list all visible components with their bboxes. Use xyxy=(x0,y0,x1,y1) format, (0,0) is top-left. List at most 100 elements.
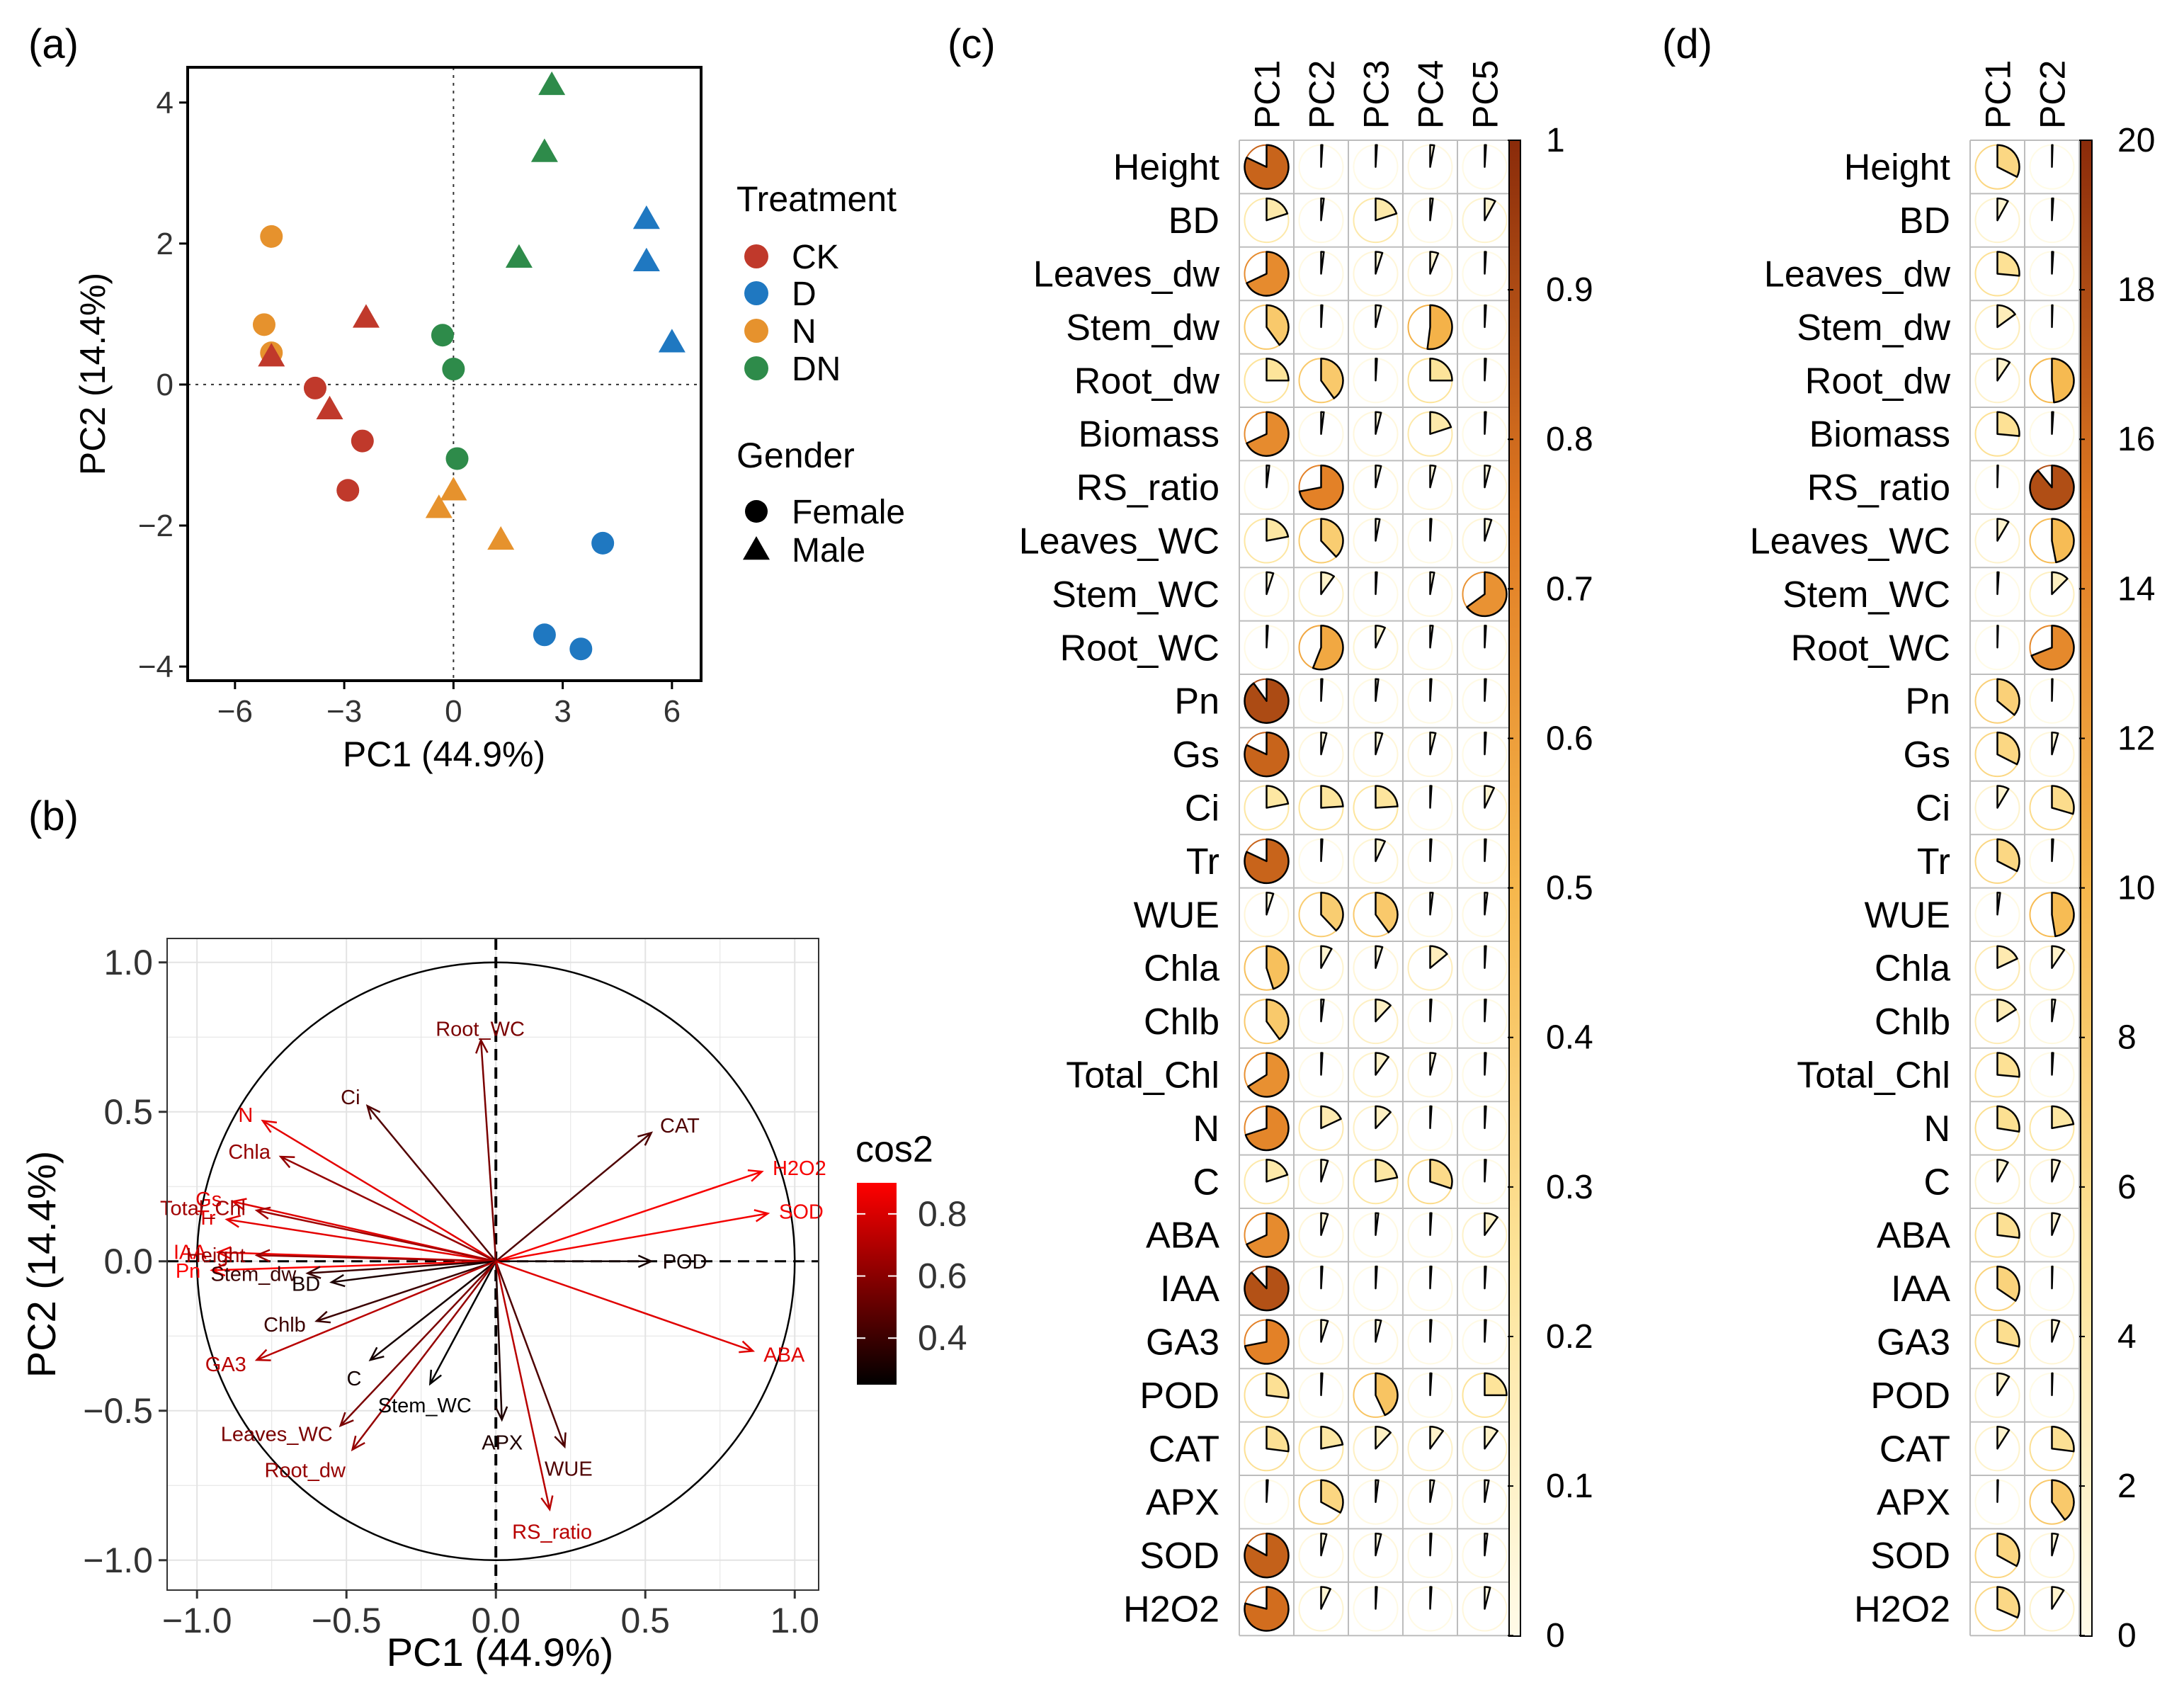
row-label-ci: Ci xyxy=(1916,788,1950,829)
pie-slice-iaa-pc2 xyxy=(2051,1265,2054,1290)
pie-slice-bd-pc3 xyxy=(1375,197,1398,222)
pie-slice-ci-pc5 xyxy=(1484,785,1495,809)
row-label-tr: Tr xyxy=(1917,841,1950,883)
variable-arrows xyxy=(210,1038,770,1512)
arrow-wue xyxy=(495,1261,566,1447)
pie-slice-chlb-pc1 xyxy=(1996,998,2017,1023)
pie-slice-height-pc1 xyxy=(1996,144,2020,178)
pie-slice-aba-pc2 xyxy=(2051,1212,2061,1236)
row-label-c: C xyxy=(1193,1162,1219,1203)
legend-key-ck xyxy=(744,244,768,268)
pie-slice-total-chl-pc2 xyxy=(1320,1052,1324,1076)
row-label-root-wc: Root_WC xyxy=(1060,628,1219,669)
arrow-label-bd: BD xyxy=(292,1273,320,1295)
point-d-female-20 xyxy=(569,637,593,661)
pie-slice-iaa-pc5 xyxy=(1484,1265,1487,1290)
arrow-label-c: C xyxy=(346,1368,361,1390)
pie-slice-aba-pc4 xyxy=(1429,1212,1433,1236)
pie-slice-cat-pc1 xyxy=(1996,1426,2010,1450)
pie-slice-chla-pc2 xyxy=(2051,945,2066,969)
pie-slice-root-dw-pc5 xyxy=(1484,358,1487,382)
pie-slice-n-pc3 xyxy=(1375,1105,1392,1130)
pie-slice-root-wc-pc2 xyxy=(1312,625,1344,671)
arrow-h2o2 xyxy=(495,1170,763,1262)
pie-slice-stem-dw-pc5 xyxy=(1484,304,1487,329)
pie-slice-root-dw-pc2 xyxy=(2051,358,2075,404)
pie-slice-gs-pc5 xyxy=(1484,731,1487,756)
pie-slice-ci-pc1 xyxy=(1996,785,2010,809)
row-labels: Height BD Leaves_dw Stem_dw Root_dw Biomass RS… xyxy=(1750,147,1951,1630)
pie-slice-sod-pc2 xyxy=(2051,1532,2059,1557)
pie-slice-chlb-pc3 xyxy=(1375,998,1392,1023)
pie-slice-wue-pc5 xyxy=(1484,892,1489,916)
pie-slice-stem-wc-pc4 xyxy=(1429,571,1435,596)
pie-slice-rs-ratio-pc3 xyxy=(1375,464,1382,489)
colorbar-tick-label: 8 xyxy=(2117,1019,2137,1057)
arrowhead-pod xyxy=(637,1254,654,1269)
row-label-height: Height xyxy=(1113,147,1220,188)
row-label-gs: Gs xyxy=(1904,734,1950,776)
arrow-label-tr: Tr xyxy=(197,1207,216,1230)
colorbar-tick-label: 10 xyxy=(2117,870,2155,907)
point-dn-female-10 xyxy=(442,358,465,381)
x-axis-title: PC1 (44.9%) xyxy=(387,1630,614,1674)
arrow-stem-wc xyxy=(429,1261,497,1385)
arrow-label-cat: CAT xyxy=(660,1115,700,1137)
row-label-sod: SOD xyxy=(1870,1536,1950,1577)
row-label-chlb: Chlb xyxy=(1144,1002,1219,1043)
pie-slice-leaves-dw-pc2 xyxy=(1320,251,1325,275)
arrow-tr xyxy=(227,1218,496,1263)
pie-slice-chlb-pc2 xyxy=(1320,998,1325,1023)
row-label-pn: Pn xyxy=(1905,681,1950,722)
pie-slice-gs-pc1 xyxy=(1996,731,2020,766)
legend-label-male: Male xyxy=(792,532,865,569)
x-tick-label: 3 xyxy=(554,694,571,729)
pie-slice-leaves-dw-pc1 xyxy=(1246,251,1290,297)
pie-slice-total-chl-pc5 xyxy=(1484,1052,1487,1076)
row-label-wue: WUE xyxy=(1865,895,1950,936)
arrowhead-iaa xyxy=(215,1246,232,1259)
pie-slice-root-dw-pc2 xyxy=(1320,358,1344,399)
plot-frame xyxy=(166,938,819,1591)
row-label-h2o2: H2O2 xyxy=(1123,1589,1219,1630)
arrowhead-h2o2 xyxy=(747,1169,764,1182)
pie-slice-chla-pc1 xyxy=(1996,945,2018,969)
row-label-height: Height xyxy=(1844,147,1951,188)
pie-slice-ci-pc3 xyxy=(1375,785,1399,809)
pie-slice-h2o2-pc3 xyxy=(1375,1586,1378,1610)
y-tick-label: −2 xyxy=(138,509,174,543)
pie-slice-tr-pc1 xyxy=(1996,838,2020,873)
arrowhead-apx xyxy=(494,1406,508,1422)
arrow-pn xyxy=(212,1260,496,1271)
row-label-bd: BD xyxy=(1168,200,1219,242)
pie-slice-stem-dw-pc2 xyxy=(2051,304,2054,329)
pie-slice-height-pc3 xyxy=(1375,144,1378,168)
pie-slice-gs-pc2 xyxy=(2051,731,2059,756)
pie-slice-stem-dw-pc3 xyxy=(1375,304,1382,329)
pie-slice-sod-pc2 xyxy=(1320,1532,1328,1557)
pie-slice-pn-pc2 xyxy=(1320,678,1324,702)
pie-slice-c-pc1 xyxy=(1996,1159,2009,1183)
row-label-leaves-wc: Leaves_WC xyxy=(1750,521,1950,562)
pie-slice-chla-pc2 xyxy=(1320,945,1333,969)
x-tick-label: 0 xyxy=(445,694,462,729)
pie-slice-cat-pc3 xyxy=(1375,1426,1392,1450)
pie-slice-leaves-wc-pc5 xyxy=(1484,518,1493,542)
arrowhead-stem-wc xyxy=(428,1369,442,1386)
panel-label-d: (d) xyxy=(1662,21,1712,67)
pie-slice-stem-wc-pc2 xyxy=(2051,571,2069,596)
pie-slice-pod-pc1 xyxy=(1996,1372,2010,1397)
pie-slice-pn-pc5 xyxy=(1484,678,1487,702)
pie-slice-leaves-wc-pc1 xyxy=(1996,518,2010,542)
arrowhead-ci xyxy=(365,1104,381,1120)
x-tick-label: −0.5 xyxy=(312,1601,382,1640)
arrow-label-wue: WUE xyxy=(545,1458,593,1480)
pie-slice-total-chl-pc2 xyxy=(2051,1052,2054,1076)
arrow-c xyxy=(370,1260,496,1361)
legend-key-dn xyxy=(744,356,768,380)
colorbar-tick-label: 1 xyxy=(1546,122,1565,159)
pie-slice-c-pc2 xyxy=(1320,1159,1329,1183)
arrowhead-leaves-wc xyxy=(339,1412,354,1428)
